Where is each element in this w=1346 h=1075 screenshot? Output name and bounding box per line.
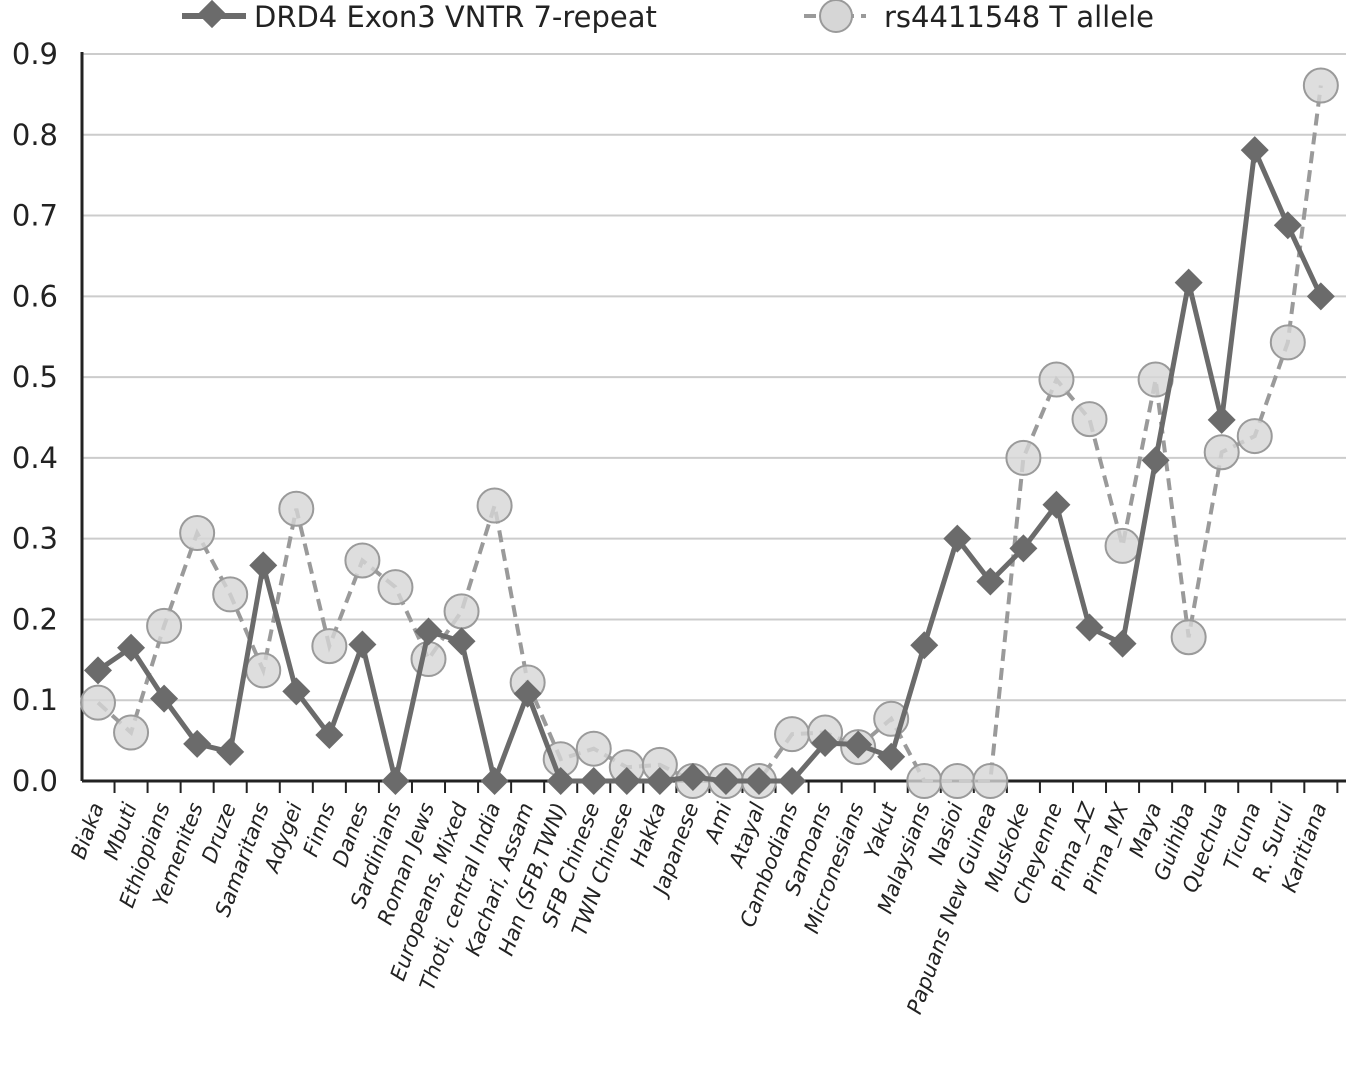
data-point-drd4 (910, 631, 939, 660)
data-point-drd4 (645, 767, 674, 795)
y-tick-label: 0.6 (12, 279, 58, 313)
y-tick-label: 0.0 (12, 764, 58, 798)
data-point-drd4 (414, 617, 443, 646)
x-axis-labels: BiakaMbutiEthiopiansYemenitesDruzeSamari… (66, 799, 1331, 1017)
data-point-rs4411548 (906, 763, 943, 799)
legend-label-drd4: DRD4 Exon3 VNTR 7-repeat (254, 0, 657, 34)
data-point-drd4 (943, 524, 972, 553)
data-point-drd4 (745, 767, 773, 795)
series-rs4411548 (80, 67, 1339, 799)
data-point-rs4411548 (575, 730, 612, 767)
data-point-drd4 (447, 627, 476, 656)
data-point-rs4411548 (311, 628, 348, 665)
data-point-rs4411548 (146, 607, 183, 644)
data-point-drd4 (117, 633, 146, 662)
y-tick-label: 0.2 (12, 602, 58, 636)
data-point-drd4 (579, 767, 608, 795)
data-point-rs4411548 (1104, 527, 1141, 564)
series-layer (80, 67, 1339, 799)
data-point-drd4 (976, 567, 1005, 596)
data-point-rs4411548 (80, 684, 116, 721)
data-point-drd4 (348, 630, 377, 659)
data-point-drd4 (877, 742, 906, 771)
data-point-drd4 (513, 679, 542, 708)
data-point-drd4 (1009, 534, 1038, 563)
data-point-drd4 (1174, 268, 1203, 297)
data-point-rs4411548 (939, 763, 976, 799)
y-tick-label: 0.3 (12, 522, 58, 556)
data-point-rs4411548 (1071, 401, 1108, 438)
data-point-rs4411548 (1038, 361, 1075, 398)
data-point-drd4 (678, 762, 707, 791)
x-tick-label: Ami (700, 799, 737, 847)
legend-entry-rs4411548: rs4411548 T allele (804, 0, 1154, 34)
data-point-drd4 (150, 684, 179, 713)
data-point-rs4411548 (1269, 324, 1306, 361)
series-drd4 (84, 136, 1335, 795)
data-point-drd4 (216, 737, 245, 766)
data-point-drd4 (1240, 136, 1269, 165)
legend-entry-drd4: DRD4 Exon3 VNTR 7-repeat (182, 0, 657, 34)
data-point-rs4411548 (344, 542, 381, 579)
data-point-drd4 (844, 730, 873, 759)
data-point-drd4 (1141, 446, 1170, 475)
y-tick-label: 0.4 (12, 441, 58, 475)
data-point-rs4411548 (774, 716, 811, 753)
data-point-drd4 (315, 720, 344, 749)
data-point-rs4411548 (278, 490, 315, 527)
series-line-rs4411548 (96, 85, 1323, 783)
y-tick-label: 0.1 (12, 683, 58, 717)
data-point-rs4411548 (1203, 434, 1240, 471)
y-tick-label: 0.7 (12, 199, 58, 233)
data-point-drd4 (1075, 613, 1104, 642)
data-point-drd4 (811, 729, 840, 758)
data-point-drd4 (1108, 629, 1137, 658)
data-point-drd4 (183, 729, 212, 758)
data-point-rs4411548 (476, 487, 513, 524)
y-tick-label: 0.5 (12, 360, 58, 394)
legend: DRD4 Exon3 VNTR 7-repeat rs4411548 T all… (182, 0, 1154, 34)
data-point-drd4 (546, 767, 575, 795)
legend-marker-drd4 (197, 0, 227, 29)
data-point-rs4411548 (1170, 619, 1207, 656)
data-point-rs4411548 (1005, 439, 1042, 476)
data-point-drd4 (1207, 405, 1236, 434)
y-axis-ticks: 0.0 0.1 0.2 0.3 0.4 0.5 0.6 0.7 0.8 0.9 (12, 37, 58, 798)
data-point-rs4411548 (212, 576, 249, 613)
y-tick-label: 0.9 (12, 37, 58, 71)
data-point-rs4411548 (972, 763, 1009, 799)
legend-marker-rs4411548 (819, 0, 853, 33)
data-point-rs4411548 (443, 593, 480, 630)
data-point-rs4411548 (377, 569, 414, 606)
legend-label-rs4411548: rs4411548 T allele (884, 0, 1154, 34)
data-point-rs4411548 (179, 515, 216, 552)
data-point-drd4 (282, 677, 311, 706)
data-point-rs4411548 (1302, 67, 1339, 104)
data-point-rs4411548 (113, 714, 150, 751)
data-point-drd4 (480, 767, 509, 795)
data-point-drd4 (612, 767, 641, 795)
data-point-drd4 (711, 767, 740, 795)
data-point-drd4 (778, 767, 807, 795)
data-point-drd4 (84, 656, 112, 685)
data-point-rs4411548 (1236, 418, 1273, 455)
data-point-drd4 (1042, 490, 1071, 519)
data-point-drd4 (249, 551, 278, 580)
y-tick-label: 0.8 (12, 118, 58, 152)
data-point-rs4411548 (245, 652, 282, 689)
data-point-drd4 (381, 767, 410, 795)
data-point-rs4411548 (410, 641, 447, 678)
data-point-drd4 (1306, 282, 1335, 311)
data-point-drd4 (1273, 211, 1302, 240)
